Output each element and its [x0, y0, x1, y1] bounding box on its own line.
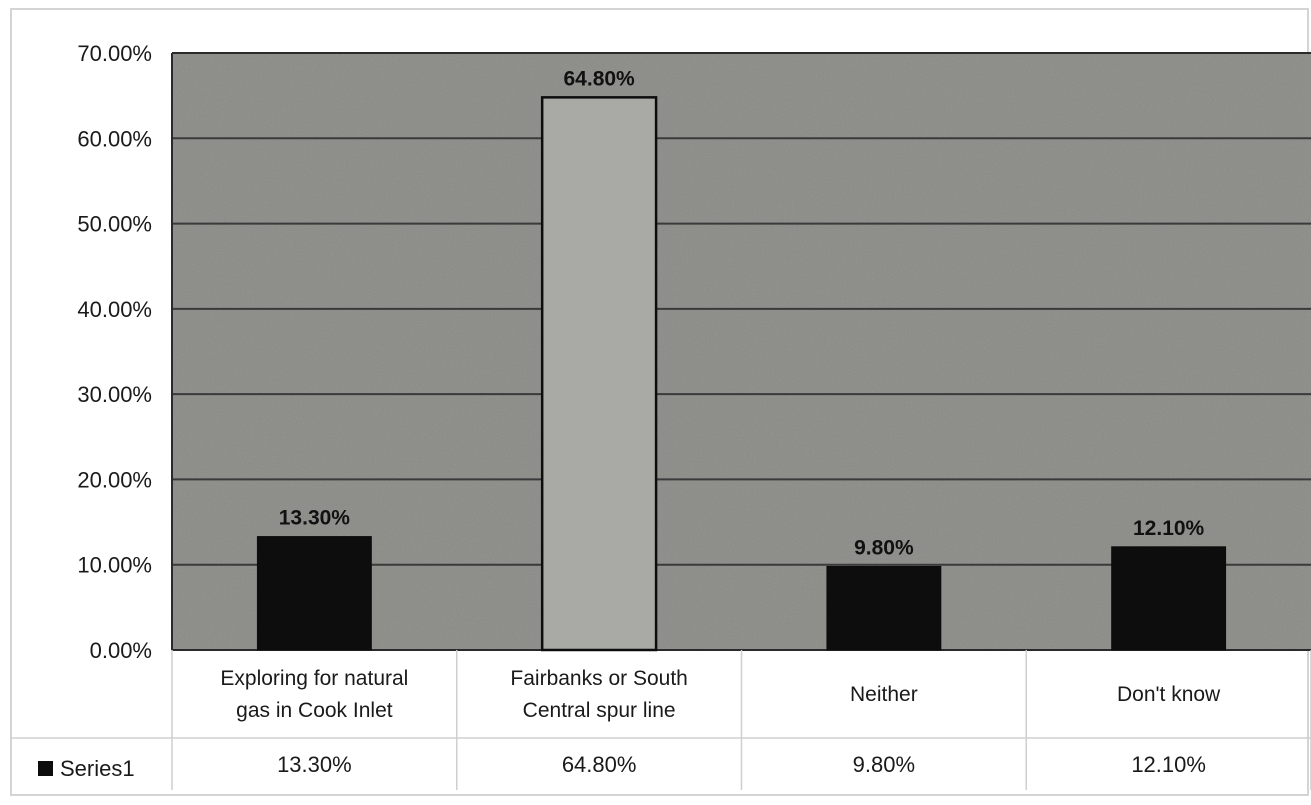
table-cell-value: 12.10% — [1131, 752, 1206, 777]
y-tick-label: 40.00% — [77, 297, 152, 322]
data-label: 12.10% — [1133, 517, 1205, 540]
category-label: Central spur line — [523, 699, 676, 722]
series-name: Series1 — [60, 756, 135, 781]
y-tick-label: 50.00% — [77, 212, 152, 237]
category-label: Neither — [850, 683, 918, 706]
table-cell-value: 64.80% — [562, 752, 637, 777]
category-label: Fairbanks or South — [510, 667, 687, 690]
y-tick-label: 60.00% — [77, 126, 152, 151]
category-label: gas in Cook Inlet — [236, 699, 393, 722]
data-label: 64.80% — [564, 67, 636, 90]
data-label: 9.80% — [854, 536, 914, 559]
y-tick-label: 30.00% — [77, 382, 152, 407]
y-tick-label: 10.00% — [77, 553, 152, 578]
table-cell-value: 13.30% — [277, 752, 352, 777]
y-tick-label: 0.00% — [90, 638, 152, 663]
category-label: Don't know — [1117, 683, 1221, 706]
y-tick-label: 20.00% — [77, 467, 152, 492]
data-label: 13.30% — [279, 507, 351, 530]
series-legend-key — [38, 761, 53, 776]
bar — [256, 536, 372, 651]
y-tick-label: 70.00% — [77, 41, 152, 66]
bar — [1111, 546, 1227, 651]
bar — [826, 565, 942, 651]
bar — [540, 96, 658, 652]
table-cell-value: 9.80% — [853, 752, 915, 777]
category-label: Exploring for natural — [220, 667, 408, 690]
